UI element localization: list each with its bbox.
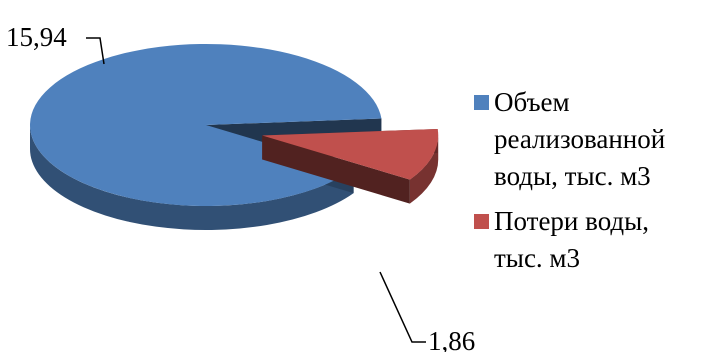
legend-text-volume-line-3: воды, тыс. м3 [494,161,651,191]
leader-line-losses [379,271,426,343]
legend-item-volume: Объем реализованной воды, тыс. м3 [472,84,709,195]
slice-top-losses [262,128,439,180]
legend-text-losses-line-1: Потери воды, [494,206,650,236]
legend-text-volume-line-2: реализованной [494,124,666,154]
legend-swatch-volume [474,95,489,110]
data-label-losses: 1,86 [428,326,475,352]
legend-text-volume-line-1: Объем [494,87,570,117]
legend-text-losses-line-2: тыс. м3 [494,243,581,273]
leader-line-volume [86,37,105,65]
legend: Объем реализованной воды, тыс. м3 Потери… [472,84,709,285]
data-label-volume: 15,94 [6,22,67,52]
slice-side-volume [29,125,354,231]
legend-swatch-losses [474,214,489,229]
slices-group [29,44,439,231]
slice-losses [262,128,439,204]
slice-wall-losses-1 [262,135,410,204]
slice-side-losses [409,135,439,204]
legend-item-losses: Потери воды, тыс. м3 [472,203,709,277]
